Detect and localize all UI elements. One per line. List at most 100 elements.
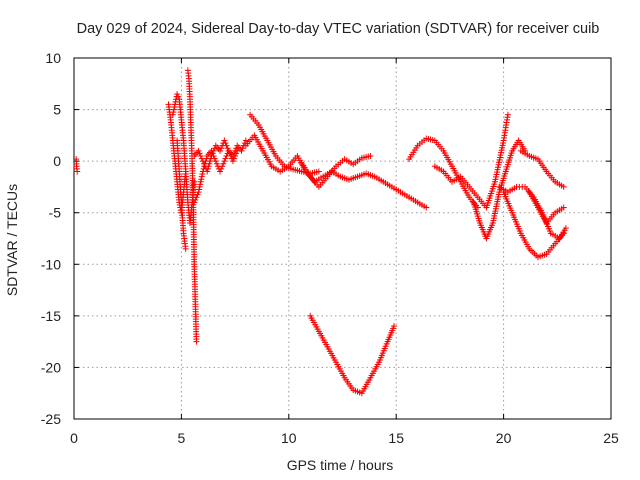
y-tick-label: -10 [41, 256, 61, 272]
series-trace-r [526, 189, 567, 227]
data-point [223, 142, 230, 149]
x-axis-label: GPS time / hours [287, 457, 394, 473]
data-point [170, 106, 177, 113]
data-point [219, 163, 226, 170]
data-point [195, 189, 202, 196]
series-trace-e [184, 67, 200, 345]
data-point [391, 323, 398, 330]
data-point [210, 147, 217, 154]
data-point [560, 183, 567, 190]
series-trace-i [242, 132, 430, 211]
y-tick-label: -20 [41, 359, 61, 375]
series-trace-n [470, 137, 529, 242]
data-point [239, 145, 246, 152]
data-point [231, 155, 238, 162]
data-point [197, 152, 204, 159]
data-point [170, 109, 177, 116]
data-point [222, 155, 229, 162]
data-point [199, 158, 206, 165]
y-tick-label: 5 [53, 102, 61, 118]
data-point [242, 137, 249, 144]
data-point [217, 147, 224, 154]
y-tick-label: -5 [49, 205, 62, 221]
data-point [234, 147, 241, 154]
data-point [196, 186, 203, 193]
data-point [221, 158, 228, 165]
data-point [209, 150, 216, 157]
chart-title: Day 029 of 2024, Sidereal Day-to-day VTE… [77, 21, 600, 37]
series-trace-g [191, 137, 241, 175]
grid [74, 58, 611, 419]
series-trace-k [307, 312, 398, 397]
data-point [241, 140, 248, 147]
data-point [206, 160, 213, 167]
data-point [221, 137, 228, 144]
data-point [220, 160, 227, 167]
data-point [232, 152, 239, 159]
x-tick-label: 15 [388, 430, 404, 446]
data-point [196, 150, 203, 157]
data-point [196, 183, 203, 190]
data-point [198, 155, 205, 162]
data-point [213, 160, 220, 167]
series-trace-q [517, 147, 567, 190]
data-point [367, 152, 374, 159]
data-point [212, 158, 219, 165]
data-point [194, 191, 201, 198]
data-point [199, 171, 206, 178]
data-point [204, 165, 211, 172]
data-point [200, 160, 207, 167]
x-tick-label: 25 [603, 430, 619, 446]
data-point [208, 152, 215, 159]
data-point [74, 168, 81, 175]
x-tick-label: 20 [496, 430, 512, 446]
data-point [217, 168, 224, 175]
data-point [192, 196, 199, 203]
x-tick-label: 10 [281, 430, 297, 446]
data-point [204, 168, 211, 175]
data-point [171, 103, 178, 110]
data-point [191, 199, 198, 206]
series-trace-d [174, 137, 189, 252]
data-point [218, 165, 225, 172]
data-point [207, 158, 214, 165]
data-point [197, 178, 204, 185]
data-point [169, 111, 176, 118]
plot-frame [73, 57, 612, 420]
axis-ticks: 0 5 10 15 20 25 10 5 0 -5 -10 -15 -20 -25 [41, 50, 619, 446]
data-point [198, 176, 205, 183]
data-point [562, 225, 569, 232]
data-point [233, 150, 240, 157]
data-point [224, 145, 231, 152]
data-point [560, 230, 567, 237]
series-trace-a [73, 156, 81, 175]
data-point [504, 111, 511, 118]
data-point [207, 155, 214, 162]
data-point [560, 204, 567, 211]
series-trace-c [169, 91, 198, 227]
data-point [182, 245, 189, 252]
data-point [226, 150, 233, 157]
data-point [222, 140, 229, 147]
data-point [229, 158, 236, 165]
series-trace-l [406, 135, 481, 211]
y-axis-label: SDTVAR / TECUs [4, 184, 20, 296]
data-point [193, 338, 200, 345]
x-tick-label: 0 [70, 430, 78, 446]
y-tick-label: 0 [53, 153, 61, 169]
y-tick-label: 10 [45, 50, 61, 66]
series-trace-p [500, 189, 567, 261]
y-tick-label: -25 [41, 411, 61, 427]
series-trace-j [298, 152, 374, 190]
data-point [193, 194, 200, 201]
series-trace-o [496, 183, 569, 242]
data-point [205, 163, 212, 170]
data-point [211, 145, 218, 152]
data-point [423, 204, 430, 211]
data-point [198, 173, 205, 180]
data-point [175, 93, 182, 100]
data-point [315, 168, 322, 175]
data-point [174, 91, 181, 98]
data-point [233, 145, 240, 152]
